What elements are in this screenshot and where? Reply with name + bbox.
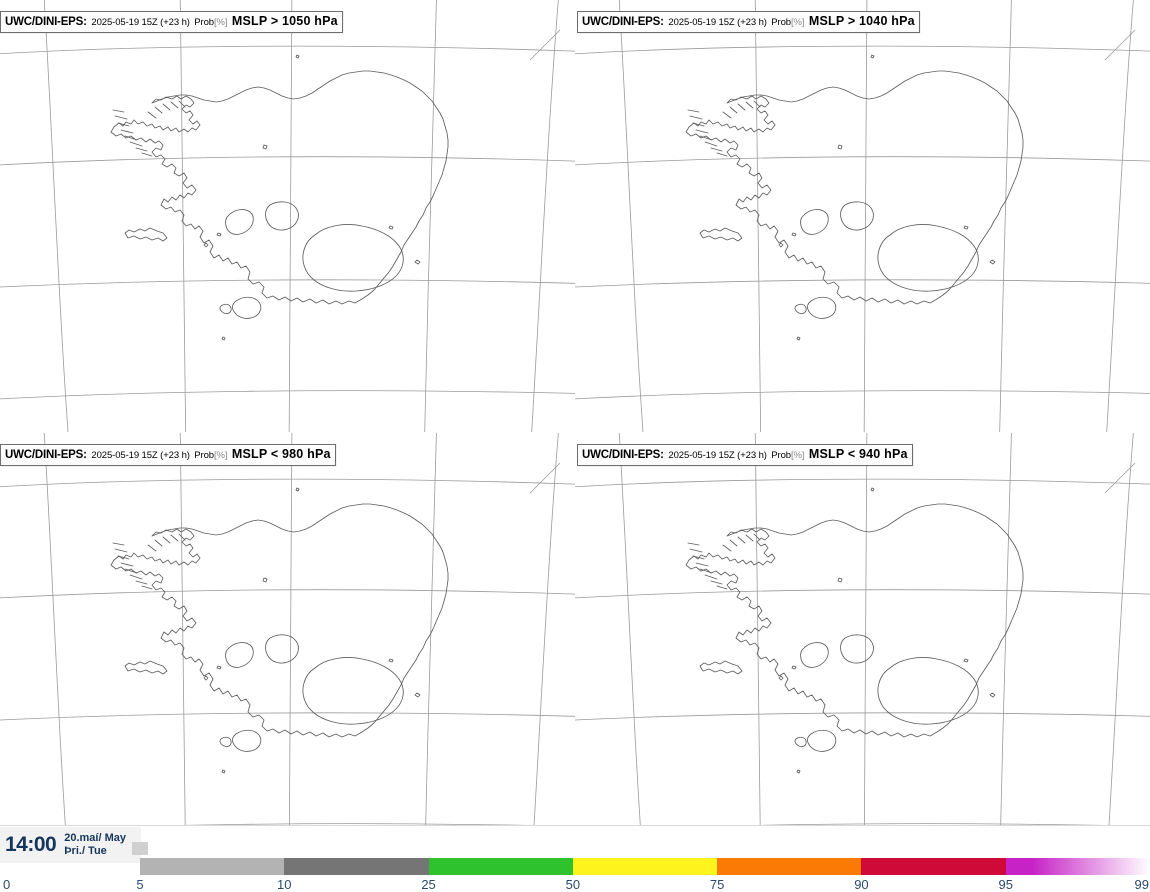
colorbar-segment-dark-gray: [284, 858, 429, 875]
forecast-panel-top-right[interactable]: UWC/DINI-EPS: 2025-05-19 15Z (+23 h) Pro…: [575, 0, 1150, 432]
colorbar-tick-90: 90: [854, 877, 869, 892]
panel-parameter: MSLP < 980 hPa: [231, 447, 331, 461]
forecast-panel-bottom-left[interactable]: UWC/DINI-EPS: 2025-05-19 15Z (+23 h) Pro…: [0, 433, 575, 865]
colorbar-tick-25: 25: [421, 877, 436, 892]
colorbar-tick-95: 95: [998, 877, 1013, 892]
model-name: UWC/DINI-EPS: [5, 449, 84, 461]
coastline: [110, 487, 449, 774]
colorbar-segment-light-gray: [140, 858, 285, 875]
coastline: [685, 487, 1024, 774]
prob-unit: [%]: [213, 17, 228, 28]
colorbar-tick-75: 75: [709, 877, 725, 892]
run-time: 2025-05-19 15Z (+23 h): [91, 450, 190, 461]
prob-unit: [%]: [790, 17, 805, 28]
colorbar-tick-99: 99: [1134, 877, 1149, 892]
panel-title: UWC/DINI-EPS: 2025-05-19 15Z (+23 h) Pro…: [577, 444, 913, 466]
valid-time: 14:00: [5, 833, 57, 856]
panel-title: UWC/DINI-EPS: 2025-05-19 15Z (+23 h) Pro…: [577, 11, 920, 33]
colorbar-segment-orange: [717, 858, 862, 875]
colorbar-tick-0: 0: [3, 877, 11, 892]
border-lines: [529, 462, 561, 494]
valid-weekday: Þri./ Tue: [64, 845, 107, 857]
run-time: 2025-05-19 15Z (+23 h): [91, 17, 190, 28]
title-separator: :: [660, 16, 664, 28]
panel-title: UWC/DINI-EPS: 2025-05-19 15Z (+23 h) Pro…: [0, 444, 336, 466]
prob-label: Prob: [194, 17, 214, 28]
run-time: 2025-05-19 15Z (+23 h): [668, 17, 767, 28]
prob-unit: [%]: [213, 450, 228, 461]
colorbar-start-swatch: [132, 842, 148, 855]
legend-divider: [0, 825, 1150, 826]
colorbar-gradient[interactable]: [140, 858, 1150, 875]
colorbar-segment-magenta-fade: [1005, 858, 1150, 875]
run-time: 2025-05-19 15Z (+23 h): [668, 450, 767, 461]
model-name: UWC/DINI-EPS: [582, 449, 661, 461]
coastline: [685, 54, 1024, 341]
forecast-panel-top-left[interactable]: UWC/DINI-EPS: 2025-05-19 15Z (+23 h) Pro…: [0, 0, 575, 432]
valid-date: 20.maí/ May: [64, 832, 126, 845]
valid-time-stamp: 14:00 20.maí/ May Þri./ Tue: [0, 827, 141, 863]
probability-colorbar[interactable]: 0 5 10 25 50 75 90 95 99: [0, 825, 1150, 892]
panel-parameter: MSLP < 940 hPa: [808, 447, 908, 461]
iceland-map[interactable]: [575, 0, 1150, 432]
panel-parameter: MSLP > 1050 hPa: [231, 14, 338, 28]
prob-label: Prob: [771, 450, 791, 461]
iceland-map[interactable]: [0, 433, 575, 865]
valid-date-block: 20.maí/ May Þri./ Tue: [64, 832, 126, 858]
border-lines: [1104, 29, 1136, 61]
prob-label: Prob: [771, 17, 791, 28]
panel-grid: UWC/DINI-EPS: 2025-05-19 15Z (+23 h) Pro…: [0, 0, 1150, 865]
colorbar-segment-yellow: [572, 858, 718, 875]
panel-parameter: MSLP > 1040 hPa: [808, 14, 915, 28]
prob-label: Prob: [194, 450, 214, 461]
border-lines: [529, 29, 561, 61]
graticule-lines: [575, 433, 1150, 865]
panel-title: UWC/DINI-EPS: 2025-05-19 15Z (+23 h) Pro…: [0, 11, 343, 33]
title-separator: :: [83, 16, 87, 28]
model-name: UWC/DINI-EPS: [5, 16, 84, 28]
model-name: UWC/DINI-EPS: [582, 16, 661, 28]
border-lines: [1104, 462, 1136, 494]
coastline: [110, 54, 449, 341]
colorbar-tick-5: 5: [136, 877, 144, 892]
colorbar-tick-10: 10: [277, 877, 292, 892]
prob-unit: [%]: [790, 450, 805, 461]
colorbar-segment-crimson: [861, 858, 1006, 875]
title-separator: :: [83, 449, 87, 461]
graticule-lines: [0, 433, 575, 865]
colorbar-tick-50: 50: [565, 877, 581, 892]
forecast-panel-bottom-right[interactable]: UWC/DINI-EPS: 2025-05-19 15Z (+23 h) Pro…: [575, 433, 1150, 865]
iceland-map[interactable]: [0, 0, 575, 432]
iceland-map[interactable]: [575, 433, 1150, 865]
legend-bar: 14:00 20.maí/ May Þri./ Tue 0 5 10 25 50 75 90…: [0, 825, 1150, 892]
colorbar-segment-green: [428, 858, 573, 875]
graticule-lines: [0, 0, 575, 432]
title-separator: :: [660, 449, 664, 461]
graticule-lines: [575, 0, 1150, 432]
